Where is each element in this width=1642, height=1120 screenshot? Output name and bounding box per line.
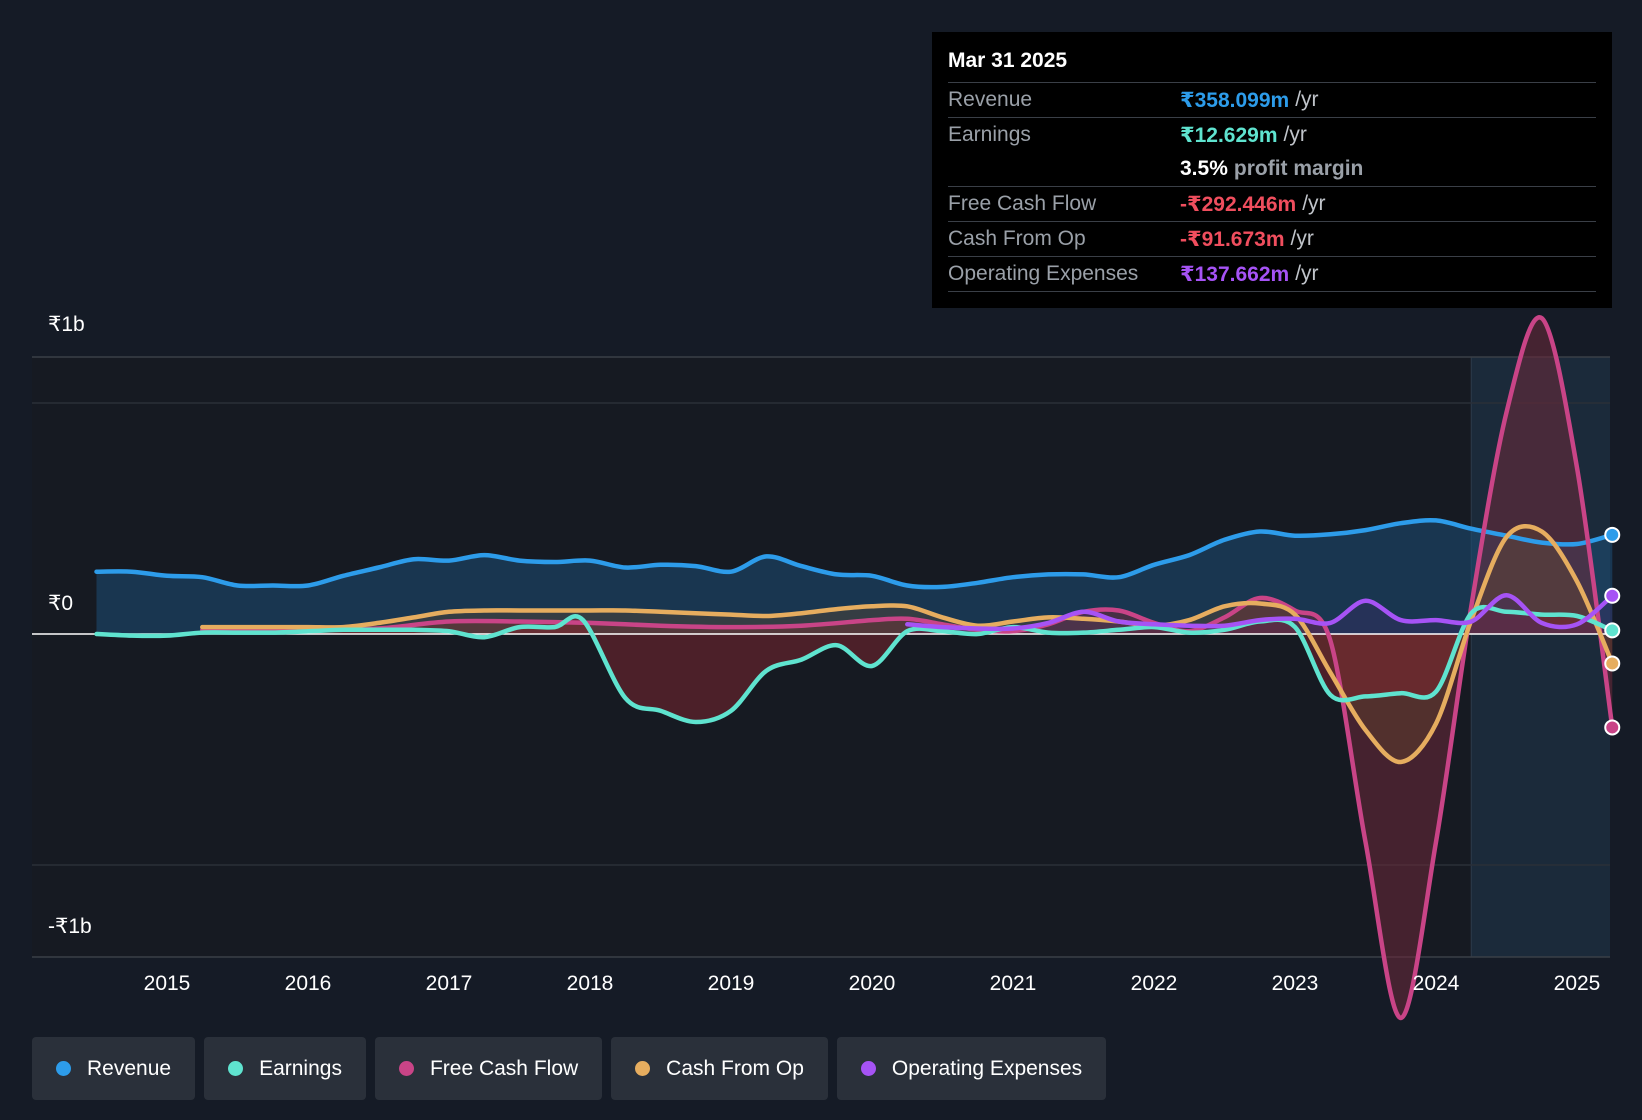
tooltip-label-fcf: Free Cash Flow: [948, 192, 1097, 215]
end-marker-earnings: [1604, 622, 1621, 639]
legend-dot-fcf-icon: [398, 1061, 414, 1076]
x-tick-label: 2023: [1272, 972, 1319, 995]
tooltip-row-earnings: Earnings ₹12.629m /yr: [948, 118, 1596, 152]
tooltip-unit-revenue: /yr: [1295, 88, 1319, 111]
tooltip-panel: Mar 31 2025 Revenue ₹358.099m /yr Earnin…: [932, 32, 1612, 308]
area-operating-expenses: [907, 595, 1613, 634]
tooltip-label-opex: Operating Expenses: [948, 262, 1139, 285]
tooltip-value-fcf: -₹292.446m: [1180, 192, 1297, 216]
legend-label-earnings: Earnings: [259, 1056, 342, 1080]
tooltip-value-opex: ₹137.662m: [1180, 262, 1290, 286]
tooltip-margin-text: profit margin: [1233, 157, 1364, 180]
legend-dot-opex-icon: [860, 1061, 876, 1076]
tooltip-label-cfo: Cash From Op: [948, 227, 1086, 250]
legend-dot-earnings-icon: [228, 1061, 244, 1076]
series-lines: [94, 315, 1615, 1021]
legend: Revenue Earnings Free Cash Flow Cash Fro…: [32, 1037, 1107, 1100]
legend-dot-revenue-icon: [56, 1061, 71, 1076]
tooltip-unit-fcf: /yr: [1302, 192, 1326, 215]
x-tick-label: 2018: [567, 972, 614, 995]
legend-item-revenue[interactable]: Revenue: [32, 1037, 196, 1100]
x-tick-label: 2016: [285, 972, 332, 995]
legend-dot-cfo-icon: [635, 1061, 651, 1076]
tooltip-row-cfo: Cash From Op -₹91.673m /yr: [948, 222, 1596, 257]
legend-item-cash-from-op[interactable]: Cash From Op: [611, 1037, 828, 1100]
tooltip-unit-earnings: /yr: [1283, 123, 1307, 146]
tooltip-value-cfo: -₹91.673m: [1180, 227, 1285, 251]
x-tick-label: 2021: [990, 972, 1037, 995]
tooltip-label-earnings: Earnings: [948, 123, 1031, 146]
tooltip-margin-value: 3.5%: [1180, 157, 1228, 180]
legend-item-free-cash-flow[interactable]: Free Cash Flow: [374, 1037, 603, 1100]
tooltip-row-margin: 3.5% profit margin: [948, 152, 1596, 187]
tooltip-value-revenue: ₹358.099m: [1180, 88, 1290, 112]
grid-lines: [32, 356, 1610, 958]
tooltip-row-opex: Operating Expenses ₹137.662m /yr: [948, 257, 1596, 292]
end-marker-free-cash-flow: [1604, 719, 1621, 736]
y-axis-labels: ₹1b ₹0 -₹1b: [48, 313, 92, 938]
tooltip-unit-cfo: /yr: [1290, 227, 1314, 250]
tooltip-date: Mar 31 2025: [948, 46, 1596, 83]
x-tick-label: 2025: [1554, 972, 1601, 995]
x-tick-label: 2024: [1413, 972, 1460, 995]
x-tick-label: 2022: [1131, 972, 1178, 995]
y-tick-label: ₹1b: [48, 313, 85, 336]
legend-label-operating-expenses: Operating Expenses: [891, 1056, 1083, 1080]
end-marker-operating-expenses: [1604, 587, 1621, 604]
legend-item-earnings[interactable]: Earnings: [204, 1037, 366, 1100]
series-line-earnings: [94, 604, 1615, 725]
x-tick-label: 2015: [144, 972, 191, 995]
tooltip-label-revenue: Revenue: [948, 88, 1033, 111]
end-marker-cash-from-op: [1604, 655, 1621, 672]
legend-item-operating-expenses[interactable]: Operating Expenses: [836, 1037, 1107, 1100]
legend-label-cash-from-op: Cash From Op: [666, 1056, 804, 1080]
tooltip-row-fcf: Free Cash Flow -₹292.446m /yr: [948, 187, 1596, 222]
x-tick-label: 2019: [708, 972, 755, 995]
legend-label-revenue: Revenue: [87, 1056, 172, 1080]
x-axis-labels: 2015 2016 2017 2018 2019 2020 2021 2022 2023 2024…: [144, 972, 1601, 995]
end-marker-revenue: [1604, 526, 1621, 543]
series-line-operating-expenses: [905, 592, 1615, 632]
end-markers: [1604, 526, 1621, 736]
tooltip-unit-opex: /yr: [1295, 262, 1319, 285]
x-tick-label: 2017: [426, 972, 473, 995]
series-line-cash-from-op: [200, 524, 1615, 765]
tooltip-row-revenue: Revenue ₹358.099m /yr: [948, 83, 1596, 118]
series-line-revenue: [94, 517, 1615, 590]
plot-background: [32, 357, 1610, 957]
legend-label-free-cash-flow: Free Cash Flow: [429, 1056, 579, 1080]
y-tick-label: -₹1b: [48, 915, 92, 938]
y-tick-label: ₹0: [48, 592, 73, 615]
tooltip-value-earnings: ₹12.629m: [1180, 123, 1278, 147]
x-tick-label: 2020: [849, 972, 896, 995]
